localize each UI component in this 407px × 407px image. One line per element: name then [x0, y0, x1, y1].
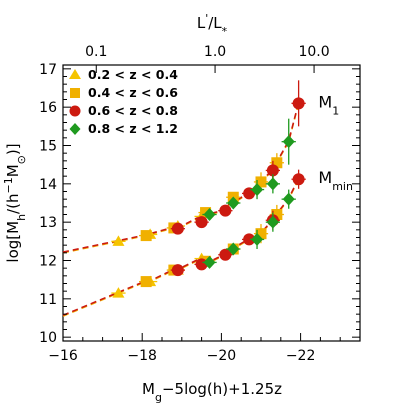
data-point-m1 — [271, 157, 283, 169]
legend-item-1: 0.4 < z < 0.6 — [70, 85, 178, 100]
plot-frame — [62, 64, 361, 342]
legend-item-2: 0.6 < z < 0.8 — [69, 103, 178, 118]
fit-curve-mmin — [62, 178, 300, 317]
y-tick-label: 15 — [39, 139, 57, 155]
data-point-m1 — [266, 164, 279, 177]
data-point-mmin — [203, 255, 216, 269]
legend-label-2: 0.6 < z < 0.8 — [88, 103, 178, 118]
data-point-m1 — [112, 235, 125, 246]
data-point-m1 — [195, 216, 208, 229]
y-axis-title: log[Mh/(h−1M⊙)] — [2, 143, 28, 262]
series-1 — [139, 153, 284, 288]
data-point-mmin — [219, 248, 232, 261]
data-point-mmin — [292, 173, 305, 186]
y-tick-label: 14 — [39, 177, 57, 193]
data-point-m1 — [203, 208, 216, 221]
y-tick-label: 12 — [39, 254, 57, 270]
legend-item-0: 0.2 < z < 0.4 — [69, 67, 178, 82]
x-axis-title: Mg−5log(h)+1.25z — [142, 380, 282, 404]
fit-curve-mmin — [62, 178, 300, 317]
top-tick-label: 0.1 — [85, 44, 107, 60]
y-tick-label: 11 — [39, 292, 57, 308]
x-tick-label: −22 — [286, 348, 316, 364]
data-point-m1 — [227, 196, 240, 210]
data-point-mmin — [271, 209, 283, 220]
data-point-mmin — [243, 233, 256, 246]
data-point-m1 — [266, 177, 279, 191]
top-axis-title: L'/L* — [197, 12, 228, 38]
series-0 — [111, 210, 209, 298]
data-point-mmin — [171, 264, 184, 277]
series-3 — [202, 118, 296, 269]
legend-marker-triangle — [69, 69, 81, 79]
data-point-mmin — [140, 276, 152, 288]
top-tick-label: 1.0 — [204, 44, 226, 60]
annotation-mmin: Mmin — [318, 168, 353, 193]
data-point-m1 — [282, 135, 295, 149]
data-point-mmin — [255, 228, 267, 240]
data-point-m1 — [140, 230, 152, 242]
legend-marker-diamond — [69, 123, 81, 135]
legend-label-0: 0.2 < z < 0.4 — [88, 67, 178, 82]
series-layer — [111, 80, 306, 298]
data-point-m1 — [251, 183, 264, 197]
ticks-layer: −16 −18 −20 −22 10 11 12 13 14 15 16 17 0.1 1.0 10.0 — [39, 44, 361, 364]
data-point-mmin — [266, 215, 279, 229]
data-point-m1 — [171, 222, 184, 235]
legend-item-3: 0.8 < z < 1.2 — [69, 121, 178, 136]
legend: 0.2 < z < 0.4 0.4 < z < 0.6 0.6 < z < 0.… — [69, 67, 178, 136]
data-point-m1 — [255, 176, 267, 188]
data-point-m1 — [292, 97, 305, 110]
annotation-m1: M1 — [318, 92, 339, 117]
legend-label-1: 0.4 < z < 0.6 — [88, 85, 178, 100]
x-tick-label: −16 — [48, 348, 78, 364]
top-tick-label: 10.0 — [298, 44, 329, 60]
legend-marker-square — [70, 88, 80, 98]
legend-label-3: 0.8 < z < 1.2 — [88, 121, 178, 136]
legend-marker-circle — [69, 105, 81, 117]
y-tick-label: 16 — [39, 100, 57, 116]
data-point-mmin — [282, 192, 295, 206]
data-point-mmin — [227, 242, 240, 256]
data-point-m1 — [219, 204, 232, 217]
y-tick-label: 13 — [39, 215, 57, 231]
y-tick-label: 10 — [39, 330, 57, 346]
data-point-mmin — [112, 287, 125, 298]
data-point-mmin — [251, 232, 264, 246]
x-tick-label: −18 — [127, 348, 157, 364]
x-tick-label: −20 — [207, 348, 237, 364]
y-tick-label: 17 — [39, 62, 57, 78]
